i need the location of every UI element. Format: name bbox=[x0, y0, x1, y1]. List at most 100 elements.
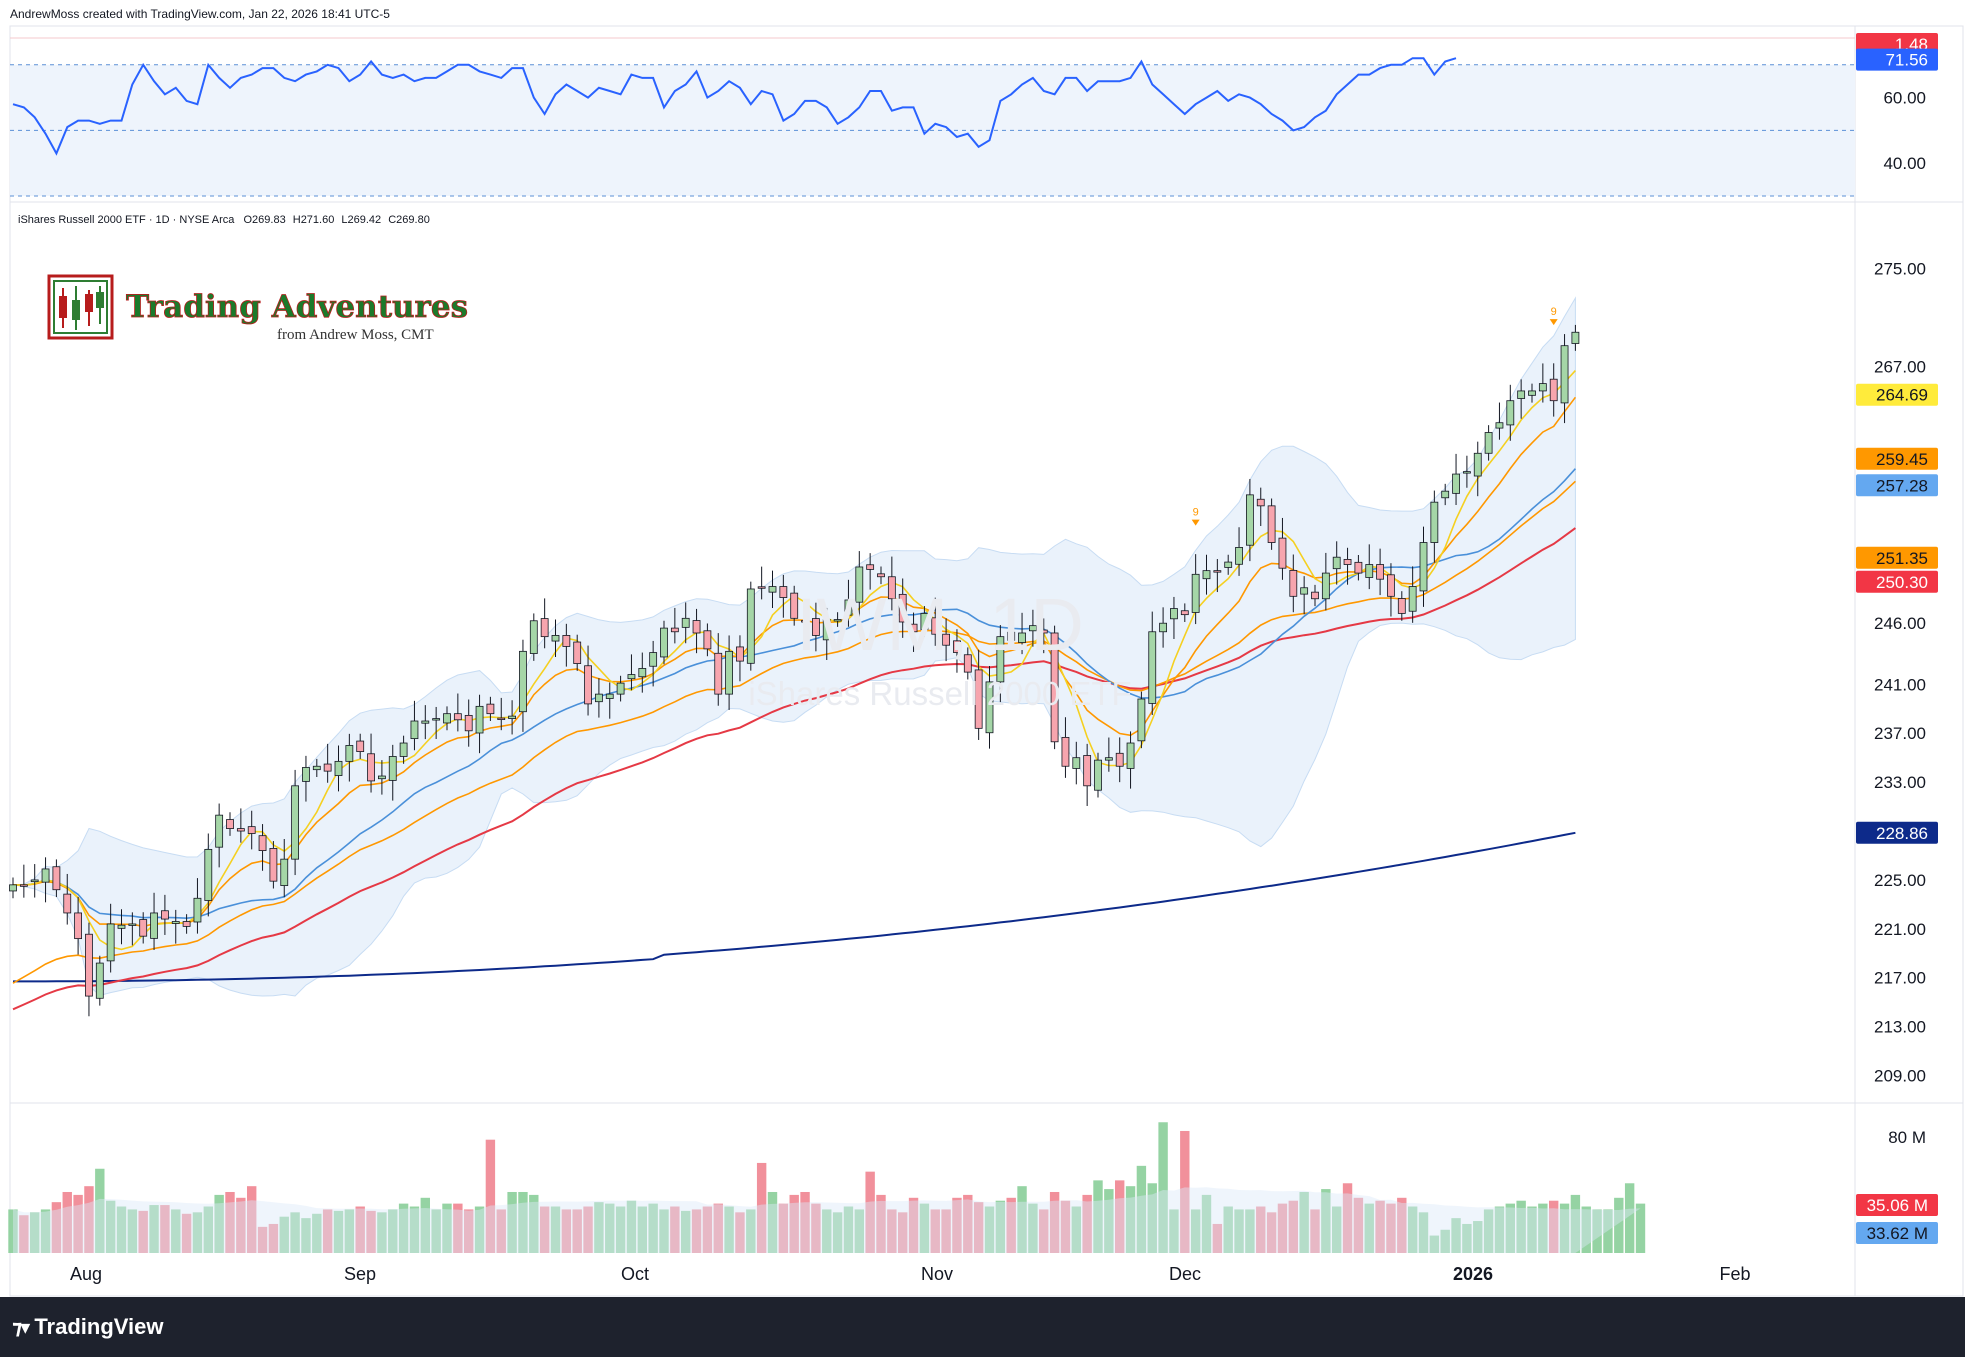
volume-bar bbox=[420, 1197, 430, 1253]
value-badge-bg bbox=[1856, 821, 1938, 844]
candle bbox=[877, 566, 885, 585]
candle bbox=[1180, 603, 1189, 622]
candle-up-body bbox=[985, 681, 994, 734]
volume-bar bbox=[203, 1206, 213, 1253]
candle bbox=[410, 700, 419, 751]
candle-down-body bbox=[464, 714, 473, 732]
candle-down-body bbox=[453, 713, 462, 721]
candle-down-body bbox=[540, 618, 549, 638]
volume-bar bbox=[127, 1209, 138, 1253]
candle-down-body bbox=[160, 910, 169, 920]
volume-bar bbox=[1158, 1122, 1168, 1253]
candle-up-body bbox=[302, 767, 310, 782]
volume-bar bbox=[1147, 1183, 1157, 1253]
candle bbox=[139, 912, 148, 944]
candle bbox=[714, 633, 723, 706]
volume-bar bbox=[1288, 1200, 1298, 1253]
candle-down-body bbox=[736, 646, 744, 662]
volume-bar bbox=[1039, 1209, 1049, 1253]
candle bbox=[638, 652, 647, 693]
candle-down-body bbox=[1397, 598, 1406, 614]
candle bbox=[1473, 441, 1482, 497]
candle bbox=[1083, 743, 1092, 806]
volume-bar bbox=[941, 1209, 951, 1253]
ema50-line bbox=[12, 480, 1576, 984]
volume-bar bbox=[1082, 1194, 1092, 1253]
volume-bar bbox=[572, 1209, 582, 1253]
candle-down-body bbox=[1387, 574, 1395, 597]
price-value-badge: 257.28 bbox=[1856, 474, 1938, 497]
candle-up-body bbox=[627, 674, 636, 680]
volume-bar bbox=[1592, 1209, 1602, 1253]
candle-down-body bbox=[74, 912, 82, 940]
volume-bar bbox=[1570, 1194, 1581, 1253]
volume-bar bbox=[247, 1186, 257, 1253]
candle bbox=[1430, 490, 1439, 563]
volume-bar bbox=[1266, 1212, 1277, 1253]
candle-down-body bbox=[1039, 629, 1048, 634]
candle-down-body bbox=[269, 848, 278, 882]
logo-subtitle: from Andrew Moss, CMT bbox=[277, 327, 434, 343]
price-value-badge: 264.69 bbox=[1856, 383, 1938, 406]
candle-up-body bbox=[1452, 473, 1460, 494]
volume-bar bbox=[529, 1194, 539, 1253]
volume-bar bbox=[1505, 1203, 1515, 1253]
volume-bar bbox=[930, 1209, 940, 1253]
candle bbox=[106, 903, 115, 973]
candle-down-body bbox=[226, 819, 234, 829]
volume-bar bbox=[626, 1200, 637, 1253]
candle-down-body bbox=[52, 866, 61, 891]
volume-bar bbox=[583, 1206, 593, 1253]
value-badge-text: 71.56 bbox=[1885, 51, 1928, 70]
candle bbox=[19, 864, 28, 898]
volume-bar bbox=[1223, 1206, 1233, 1253]
price-value-badge: 228.86 bbox=[1856, 821, 1938, 844]
candle-up-body bbox=[746, 588, 755, 664]
candle bbox=[1191, 554, 1200, 625]
candle bbox=[1050, 625, 1059, 750]
price-tick-label: 217.00 bbox=[1874, 969, 1926, 988]
candle bbox=[996, 625, 1005, 703]
candle bbox=[670, 607, 679, 644]
value-badge-bg bbox=[1856, 570, 1938, 593]
candle-up-body bbox=[996, 636, 1005, 683]
volume-bar bbox=[268, 1223, 279, 1253]
candle bbox=[63, 873, 72, 925]
volume-bar bbox=[1310, 1209, 1320, 1253]
candle bbox=[85, 922, 93, 1017]
volume-bar bbox=[1386, 1203, 1396, 1253]
volume-bar bbox=[973, 1202, 984, 1253]
volume-bar bbox=[1614, 1197, 1624, 1253]
x-axis-label: Aug bbox=[70, 1264, 102, 1284]
volume-bar bbox=[51, 1202, 62, 1253]
volume-bar bbox=[1624, 1183, 1635, 1253]
candle bbox=[150, 892, 158, 950]
volume-bar bbox=[301, 1218, 311, 1253]
candle bbox=[833, 612, 842, 627]
candle-up-body bbox=[1224, 561, 1233, 568]
candle-down-body bbox=[1007, 631, 1016, 641]
value-badge-text: 257.28 bbox=[1876, 476, 1928, 495]
volume-bar bbox=[95, 1168, 105, 1253]
volume-bar bbox=[322, 1209, 333, 1253]
volume-bar bbox=[149, 1205, 159, 1253]
volume-bar bbox=[1407, 1206, 1418, 1253]
price-tick-label: 275.00 bbox=[1874, 260, 1926, 279]
candle bbox=[74, 897, 82, 955]
price-tick-label: 221.00 bbox=[1874, 920, 1926, 939]
candle-down-body bbox=[63, 893, 72, 914]
candle-down-body bbox=[486, 703, 495, 715]
candle-up-body bbox=[1321, 572, 1330, 600]
candle bbox=[453, 693, 462, 732]
volume-panel bbox=[8, 1122, 1646, 1253]
price-tick-label: 246.00 bbox=[1874, 614, 1926, 633]
volume-bar bbox=[908, 1197, 919, 1253]
candle bbox=[681, 602, 690, 644]
volume-bar bbox=[615, 1206, 626, 1253]
tradingview-logo[interactable]: ⁊▾ TradingView bbox=[12, 1314, 164, 1340]
chart-canvas[interactable]: 99 60.0040.00275.00267.00246.00241.00237… bbox=[0, 0, 1965, 1297]
candle-up-body bbox=[1517, 390, 1526, 399]
candle bbox=[887, 556, 896, 611]
price-tick-label: 267.00 bbox=[1874, 357, 1926, 376]
candle bbox=[1039, 618, 1048, 654]
